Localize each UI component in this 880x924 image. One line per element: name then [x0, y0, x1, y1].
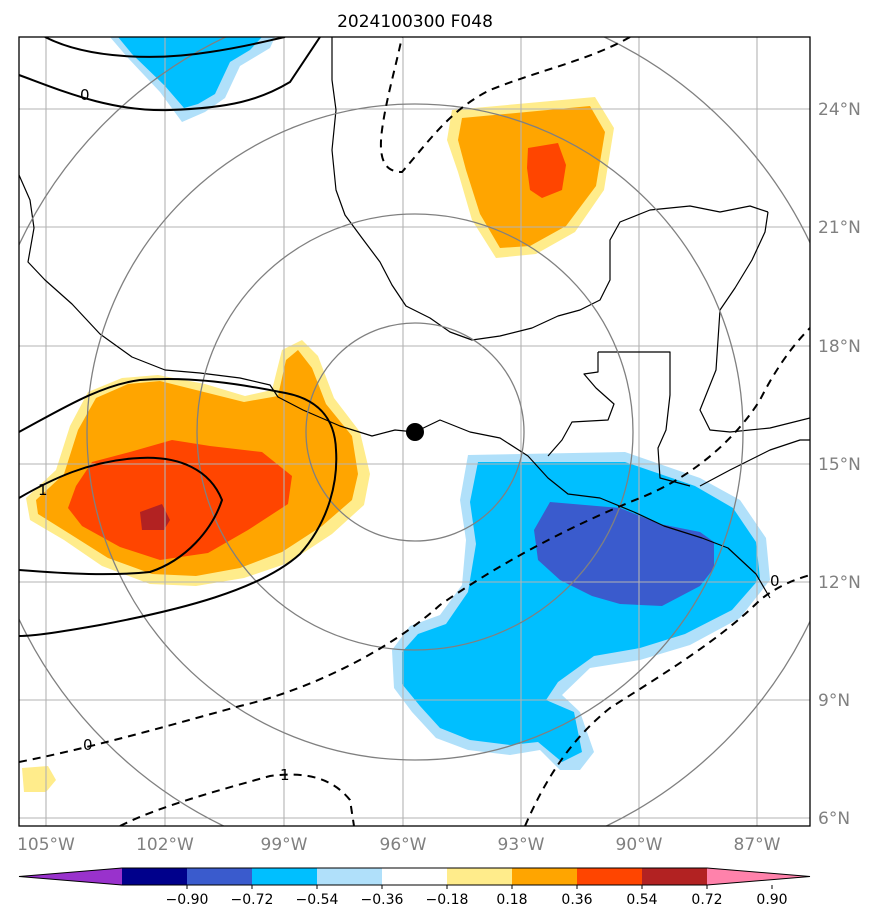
border-guatemala: [598, 351, 691, 487]
colorbar-label: 0.72: [691, 892, 722, 908]
colorbar-extend-high: [707, 868, 810, 885]
lon-tick-label: 87°W: [734, 835, 781, 855]
contour-solid-west-outer: [19, 377, 338, 637]
contour-solid-north-zero: [19, 37, 321, 112]
contour-solid-west-inner: [19, 456, 224, 576]
lon-axis: 105°W 102°W 99°W 96°W 93°W 90°W 87°W: [17, 835, 781, 855]
colorbar: −0.90 −0.72 −0.54 −0.36 −0.18 0.18 0.36 0.54 0.7…: [18, 867, 811, 908]
lat-tick-label: 18°N: [818, 337, 861, 357]
contour-dashed-north: [380, 37, 631, 174]
range-ring-3: [86, 103, 744, 761]
colorbar-label: 0.18: [496, 892, 527, 908]
coastline-mexico-pacific: [19, 174, 771, 599]
lon-tick-label: 93°W: [498, 835, 545, 855]
lat-axis: 6°N 9°N 12°N 15°N 18°N 21°N 24°N: [818, 100, 861, 829]
contour-dashed-one-south: [119, 773, 355, 826]
colorbar-segment: [187, 868, 253, 885]
lon-tick-label: 99°W: [261, 835, 308, 855]
range-ring-2: [196, 213, 634, 651]
contour-label: 1: [280, 766, 290, 784]
anomaly-fill-north-blue: [118, 37, 262, 108]
contour-label: 0: [83, 736, 93, 754]
contour-label: 0: [770, 572, 780, 590]
contour-dashed-southeast: [524, 574, 810, 826]
colorbar-label: 0.54: [626, 892, 657, 908]
lat-tick-label: 9°N: [818, 691, 850, 711]
lon-tick-label: 105°W: [17, 835, 75, 855]
lat-tick-label: 12°N: [818, 573, 861, 593]
anomaly-fill-west-red: [68, 440, 292, 560]
contour-label: 0: [80, 86, 90, 104]
lon-tick-label: 90°W: [616, 835, 663, 855]
colorbar-segment: [252, 868, 318, 885]
lon-tick-label: 102°W: [136, 835, 194, 855]
lat-tick-label: 24°N: [818, 100, 861, 120]
border-mexico-guatemala: [547, 352, 615, 457]
colorbar-segment: [577, 868, 643, 885]
contour-solid-north: [44, 37, 286, 58]
anomaly-fill-gulf-red: [527, 143, 566, 198]
coastline-gulf-west: [331, 37, 769, 341]
colorbar-label: −0.54: [296, 892, 339, 908]
map-frame: [18, 36, 811, 827]
contour-label: 1: [38, 481, 48, 499]
contour-dashed-zero-south: [19, 327, 810, 763]
solid-contours: [19, 37, 338, 637]
anomaly-fill-small-west: [22, 766, 56, 792]
colorbar-label: 0.90: [756, 892, 787, 908]
colorbar-label: −0.36: [361, 892, 404, 908]
colorbar-segment: [512, 868, 578, 885]
anomaly-fill-west-darkred: [140, 504, 170, 530]
colorbar-label: 0.36: [561, 892, 592, 908]
colorbar-outline: [18, 867, 811, 886]
dashed-contours: [19, 37, 810, 826]
coastline-honduras: [699, 439, 810, 487]
map-area: 0 1 0 1 0: [19, 37, 810, 826]
colorbar-extend-low: [19, 868, 122, 885]
lat-tick-label: 21°N: [818, 218, 861, 238]
graticule: [19, 37, 810, 826]
colorbar-segment: [642, 868, 708, 885]
lat-tick-label: 6°N: [818, 809, 850, 829]
colorbar-segment: [122, 868, 188, 885]
colorbar-label: −0.18: [426, 892, 469, 908]
lat-tick-label: 15°N: [818, 455, 861, 475]
range-rings: [19, 37, 810, 826]
range-ring-1: [305, 322, 525, 542]
colorbar-segment: [317, 868, 383, 885]
colorbar-label: −0.90: [166, 892, 209, 908]
storm-center-marker: [406, 423, 424, 441]
lon-tick-label: 96°W: [380, 835, 427, 855]
colorbar-segment: [447, 868, 513, 885]
colorbar-segment: [382, 868, 448, 885]
map-title: 2024100300 F048: [337, 12, 493, 32]
colorbar-label: −0.72: [231, 892, 274, 908]
